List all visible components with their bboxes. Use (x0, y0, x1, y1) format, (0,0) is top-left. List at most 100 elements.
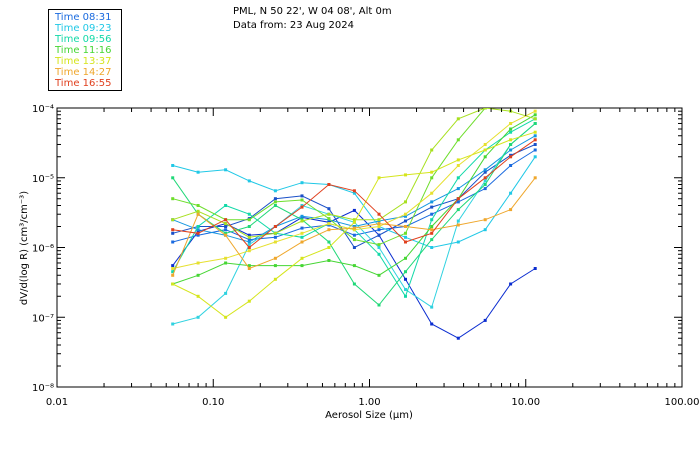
data-point (327, 222, 331, 226)
axes: 0.01 0.10 1.00 10.00 100.00 10⁻⁸ 10⁻⁷ 10⁻⁶ 10⁻⁵ 1… (32, 104, 700, 408)
data-point (273, 235, 277, 239)
y-axis-label: dV/d(log R) (cm³/cm⁻³) (19, 191, 30, 305)
legend-item: Time 16:55 (55, 78, 112, 89)
data-point (327, 259, 331, 262)
data-point (273, 189, 277, 193)
data-point (377, 228, 381, 232)
chart-subtitle: Data from: 23 Aug 2024 (233, 20, 354, 31)
data-point (300, 198, 304, 202)
data-point (430, 238, 434, 242)
data-point (352, 282, 356, 286)
data-point (430, 231, 434, 235)
data-point (509, 282, 513, 286)
data-point (171, 240, 175, 244)
data-point (327, 183, 331, 186)
legend-item: Time 09:56 (55, 34, 112, 45)
data-point (171, 218, 175, 222)
data-point (377, 218, 381, 222)
data-point (404, 235, 407, 239)
series-line (172, 123, 536, 306)
data-point (430, 225, 434, 228)
data-point (247, 235, 251, 239)
x-tick-label: 100.00 (665, 397, 700, 408)
data-point (224, 261, 228, 265)
data-point (196, 204, 200, 207)
data-point (483, 218, 487, 222)
data-point (377, 233, 381, 237)
data-point (352, 225, 356, 228)
data-point (300, 204, 304, 207)
data-point (533, 148, 537, 152)
data-point (456, 208, 460, 212)
data-point (377, 212, 381, 216)
data-point (509, 155, 513, 159)
data-point (533, 143, 537, 146)
data-point (273, 277, 277, 281)
data-point (377, 303, 381, 307)
data-point (247, 179, 251, 183)
data-point (533, 155, 537, 159)
data-point (171, 176, 175, 180)
data-point (196, 231, 200, 235)
data-point (171, 282, 175, 286)
data-point (224, 233, 228, 237)
data-point (404, 173, 407, 177)
data-point (224, 256, 228, 260)
data-point (509, 122, 513, 125)
data-point (300, 256, 304, 260)
data-point (196, 229, 200, 233)
data-point (196, 209, 200, 213)
data-point (196, 315, 200, 319)
data-point (247, 233, 251, 237)
data-point (300, 235, 304, 239)
legend: Time 08:31 Time 09:23 Time 09:56 Time 11… (48, 9, 122, 91)
data-point (377, 222, 381, 226)
series-line (172, 118, 536, 298)
legend-item: Time 08:31 (55, 12, 112, 23)
data-point (196, 225, 200, 228)
data-point (430, 176, 434, 180)
x-tick-label: 10.00 (511, 397, 540, 408)
data-point (509, 208, 513, 212)
data-point (352, 220, 356, 224)
data-point (483, 108, 487, 110)
data-point (352, 246, 356, 249)
data-point (533, 113, 537, 117)
data-point (404, 277, 407, 281)
data-point (483, 168, 487, 172)
data-point (171, 273, 175, 277)
data-point (247, 264, 251, 268)
data-point (509, 164, 513, 167)
data-point (533, 117, 537, 121)
data-point (352, 228, 356, 232)
data-point (247, 240, 251, 244)
data-point (456, 240, 460, 244)
data-point (300, 226, 304, 230)
y-tick-label: 10⁻⁸ (32, 383, 54, 394)
data-point (456, 176, 460, 180)
data-point (352, 226, 356, 230)
data-point (430, 191, 434, 195)
data-point (430, 305, 434, 309)
data-point (171, 322, 175, 326)
data-point (327, 217, 331, 221)
legend-item: Time 13:37 (55, 56, 112, 67)
data-point (404, 225, 407, 228)
x-tick-label: 0.01 (46, 397, 68, 408)
data-point (196, 170, 200, 174)
data-point (273, 200, 277, 204)
data-point (456, 164, 460, 167)
data-point (171, 197, 175, 201)
data-point (404, 294, 407, 298)
data-point (430, 148, 434, 152)
data-point (247, 249, 251, 253)
data-point (483, 148, 487, 152)
data-point (273, 264, 277, 268)
data-point (327, 240, 331, 244)
data-point (247, 267, 251, 270)
data-point (327, 207, 331, 211)
x-tick-label: 0.10 (202, 397, 224, 408)
data-point (483, 143, 487, 146)
data-point (300, 214, 304, 218)
data-point (404, 231, 407, 235)
